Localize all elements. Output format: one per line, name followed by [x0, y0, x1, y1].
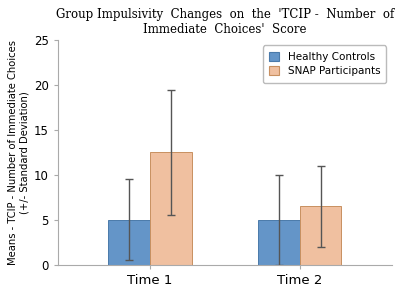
Title: Group Impulsivity  Changes  on  the  'TCIP -  Number  of
Immediate  Choices'  Sc: Group Impulsivity Changes on the 'TCIP -… [56, 8, 394, 36]
Bar [108, 220, 150, 265]
Bar [258, 220, 300, 265]
Y-axis label: Means - TCIP - Number of Immediate Choices
(+/- Standard Deviation): Means - TCIP - Number of Immediate Choic… [8, 40, 30, 265]
Bar [150, 153, 192, 265]
Legend: Healthy Controls, SNAP Participants: Healthy Controls, SNAP Participants [262, 45, 386, 83]
Bar [300, 206, 342, 265]
